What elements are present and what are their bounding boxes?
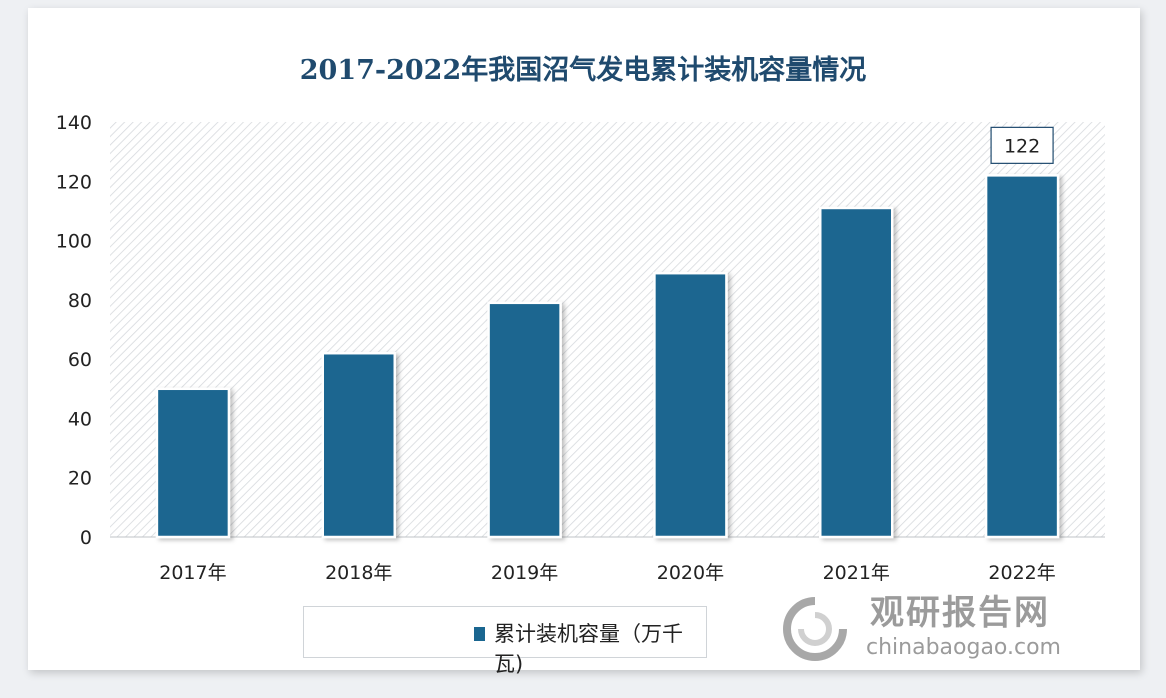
y-tick-label: 20 — [68, 468, 92, 490]
bar-2022年 — [984, 174, 1060, 539]
x-tick-label: 2021年 — [823, 562, 890, 584]
bar-2021年 — [819, 206, 894, 539]
data-label-box — [990, 126, 1054, 164]
x-tick-label: 2017年 — [159, 562, 226, 584]
legend-label: 累计装机容量（万千瓦) — [494, 622, 683, 676]
x-tick-label: 2020年 — [657, 562, 724, 584]
legend: 累计装机容量（万千瓦) — [303, 606, 707, 676]
y-tick-label: 120 — [56, 171, 92, 193]
y-tick-label: 140 — [56, 112, 92, 134]
watermark-swirl-icon — [783, 597, 847, 661]
watermark-cn: 观研报告网 — [870, 593, 1050, 633]
plot-area — [110, 122, 1105, 537]
bar-2018年 — [321, 351, 396, 539]
y-tick-label: 0 — [80, 527, 92, 549]
y-tick-label: 80 — [68, 290, 92, 312]
y-tick-label: 40 — [68, 408, 92, 430]
chart-title: 2017-2022年我国沼气发电累计装机容量情况 — [299, 55, 867, 86]
x-tick-label: 2018年 — [325, 562, 392, 584]
bar-2019年 — [487, 301, 562, 539]
y-tick-label: 60 — [68, 349, 92, 371]
bar-2017年 — [155, 387, 231, 539]
x-tick-label: 2022年 — [988, 562, 1055, 584]
bar-2020年 — [653, 271, 728, 539]
x-tick-label: 2019年 — [491, 562, 558, 584]
watermark-en: chinabaogao.com — [866, 635, 1061, 660]
legend-swatch — [474, 627, 485, 641]
watermark-logo: 观研报告网 chinabaogao.com — [780, 594, 1061, 669]
data-label: 122 — [1004, 135, 1040, 157]
y-tick-label: 100 — [56, 231, 92, 253]
